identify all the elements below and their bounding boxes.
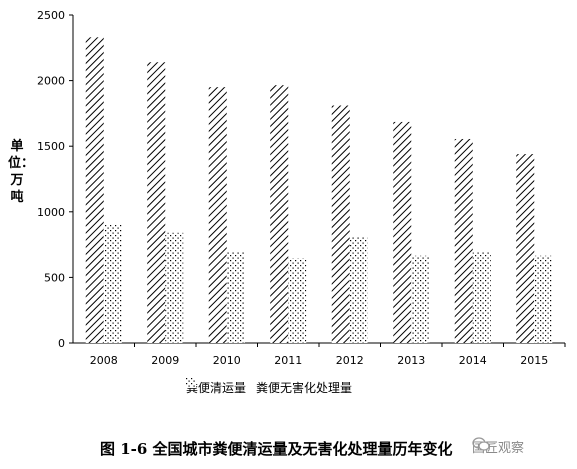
bar-series-2 xyxy=(349,237,368,343)
y-tick-label: 1500 xyxy=(37,140,65,153)
bar-series-2 xyxy=(534,255,553,343)
y-tick-label: 2000 xyxy=(37,75,65,88)
bar-series-1 xyxy=(270,85,289,343)
x-tick-label: 2008 xyxy=(90,354,118,367)
legend-swatch-dots xyxy=(186,378,196,388)
x-tick-label: 2015 xyxy=(520,354,548,367)
y-tick-label: 1000 xyxy=(37,206,65,219)
bar-series-2 xyxy=(411,255,430,343)
bar-series-1 xyxy=(85,37,104,343)
y-tick-label: 0 xyxy=(58,337,65,350)
bar-series-1 xyxy=(331,105,350,343)
x-tick-label: 2014 xyxy=(459,354,487,367)
bar-series-2 xyxy=(226,252,245,343)
x-tick-label: 2012 xyxy=(336,354,364,367)
x-tick-label: 2013 xyxy=(397,354,425,367)
wechat-icon xyxy=(472,437,490,451)
bar-series-1 xyxy=(393,121,412,343)
bar-series-2 xyxy=(165,232,184,343)
x-tick-label: 2009 xyxy=(151,354,179,367)
legend-label-series-2: 粪便无害化处理量 xyxy=(256,380,353,395)
x-tick-label: 2010 xyxy=(213,354,241,367)
bar-series-1 xyxy=(516,154,535,343)
legend-label-series-1: 粪便清运量 xyxy=(186,380,247,395)
tick-labels: 0 500 1000 1500 2000 2500 2008 2009 2010 2011 2012… xyxy=(37,9,548,367)
bars xyxy=(85,37,553,344)
legend: 粪便清运量 粪便无害化处理量 xyxy=(186,378,362,396)
bar-series-1 xyxy=(208,87,227,343)
bar-series-1 xyxy=(454,138,473,343)
bar-series-2 xyxy=(472,252,491,343)
bar-series-1 xyxy=(147,62,166,344)
x-tick-label: 2011 xyxy=(274,354,302,367)
y-axis-title: 单位：万吨 xyxy=(8,139,35,205)
y-tick-label: 500 xyxy=(44,271,65,284)
bar-series-2 xyxy=(288,258,307,343)
y-tick-label: 2500 xyxy=(37,9,65,22)
figure-caption: 图 1-6 全国城市粪便清运量及无害化处理量历年变化 xyxy=(100,440,453,458)
legend-item-series-2: 粪便无害化处理量 xyxy=(186,378,353,396)
watermark: 国匠观察 xyxy=(472,437,524,456)
bar-series-2 xyxy=(103,224,122,343)
